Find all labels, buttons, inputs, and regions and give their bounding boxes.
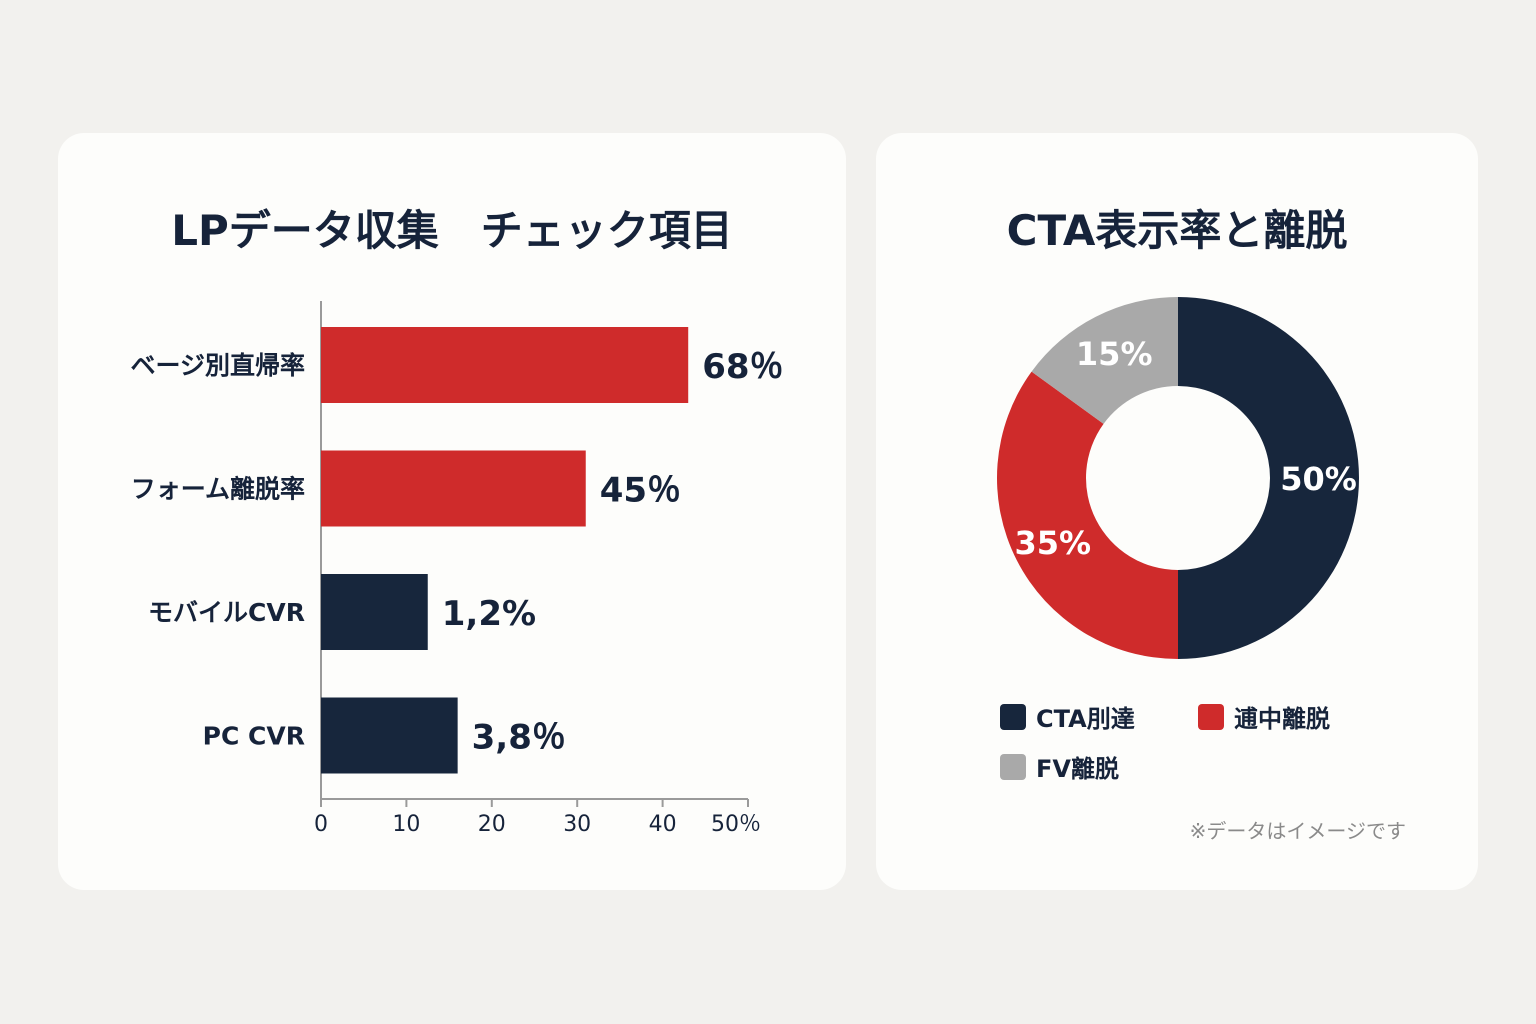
x-tick-label-3: 30 — [563, 812, 591, 837]
legend-swatch-midway — [1198, 703, 1224, 730]
bar-chart: ベージ別直帰率 68％ フォーム離脱率 45％ モバイルCVR 1,2% PC CVR 3,8… — [130, 301, 784, 837]
category-label-1: フォーム離脱率 — [131, 475, 305, 504]
legend-label-cta: CTA刖達 — [1036, 705, 1135, 733]
legend-item-fv: FV離脱 — [1000, 749, 1119, 784]
donut-chart-title: CTA表示率と離脱 — [1006, 206, 1348, 255]
value-label-0: 68％ — [702, 347, 783, 387]
legend-label-fv: FV離脱 — [1036, 755, 1119, 783]
legend-label-midway: 逋中離脱 — [1234, 705, 1330, 733]
legend-swatch-fv — [1000, 753, 1026, 780]
slice-label-2: 15% — [1076, 335, 1153, 373]
x-tick-label-2: 20 — [478, 812, 506, 837]
bar-2 — [321, 574, 428, 650]
x-tick-label-4: 40 — [649, 812, 677, 837]
bar-chart-card: LPデータ収集 チェック項目 ベージ別直帰率 68％ フォーム離脱率 45％ モバイルC… — [58, 133, 846, 890]
value-label-2: 1,2% — [442, 594, 536, 634]
value-label-1: 45％ — [600, 471, 681, 511]
bar-0 — [321, 327, 689, 403]
x-tick-label-5: 50％ — [711, 812, 761, 837]
x-tick-label-1: 10 — [392, 812, 420, 837]
bar-3 — [321, 697, 458, 774]
donut-slice-1 — [997, 371, 1178, 659]
bar-1 — [321, 450, 586, 527]
legend-swatch-cta — [1000, 703, 1026, 730]
slice-label-1: 35% — [1015, 524, 1092, 562]
value-label-3: 3,8％ — [472, 718, 566, 758]
donut-legend: CTA刖達 逋中離脱 FV離脱 — [1000, 699, 1440, 819]
category-label-2: モバイルCVR — [148, 598, 305, 627]
legend-item-cta: CTA刖達 — [1000, 699, 1135, 734]
category-label-3: PC CVR — [203, 722, 305, 751]
data-note: ※データはイメージです — [1189, 819, 1406, 843]
donut-chart: 50% 35% 15% — [997, 297, 1359, 659]
legend-item-midway: 逋中離脱 — [1198, 699, 1330, 734]
x-tick-label-0: 0 — [314, 812, 328, 837]
slice-label-0: 50% — [1280, 460, 1357, 498]
donut-slice-0 — [1178, 297, 1359, 659]
donut-chart-card: CTA表示率と離脱 50% 35% 15% CTA刖達 逋中離脱 FV離脱 ※データ… — [876, 133, 1478, 890]
donut-slice-2 — [1031, 297, 1178, 424]
bar-chart-title: LPデータ収集 チェック項目 — [171, 206, 733, 255]
category-label-0: ベージ別直帰率 — [130, 351, 305, 380]
